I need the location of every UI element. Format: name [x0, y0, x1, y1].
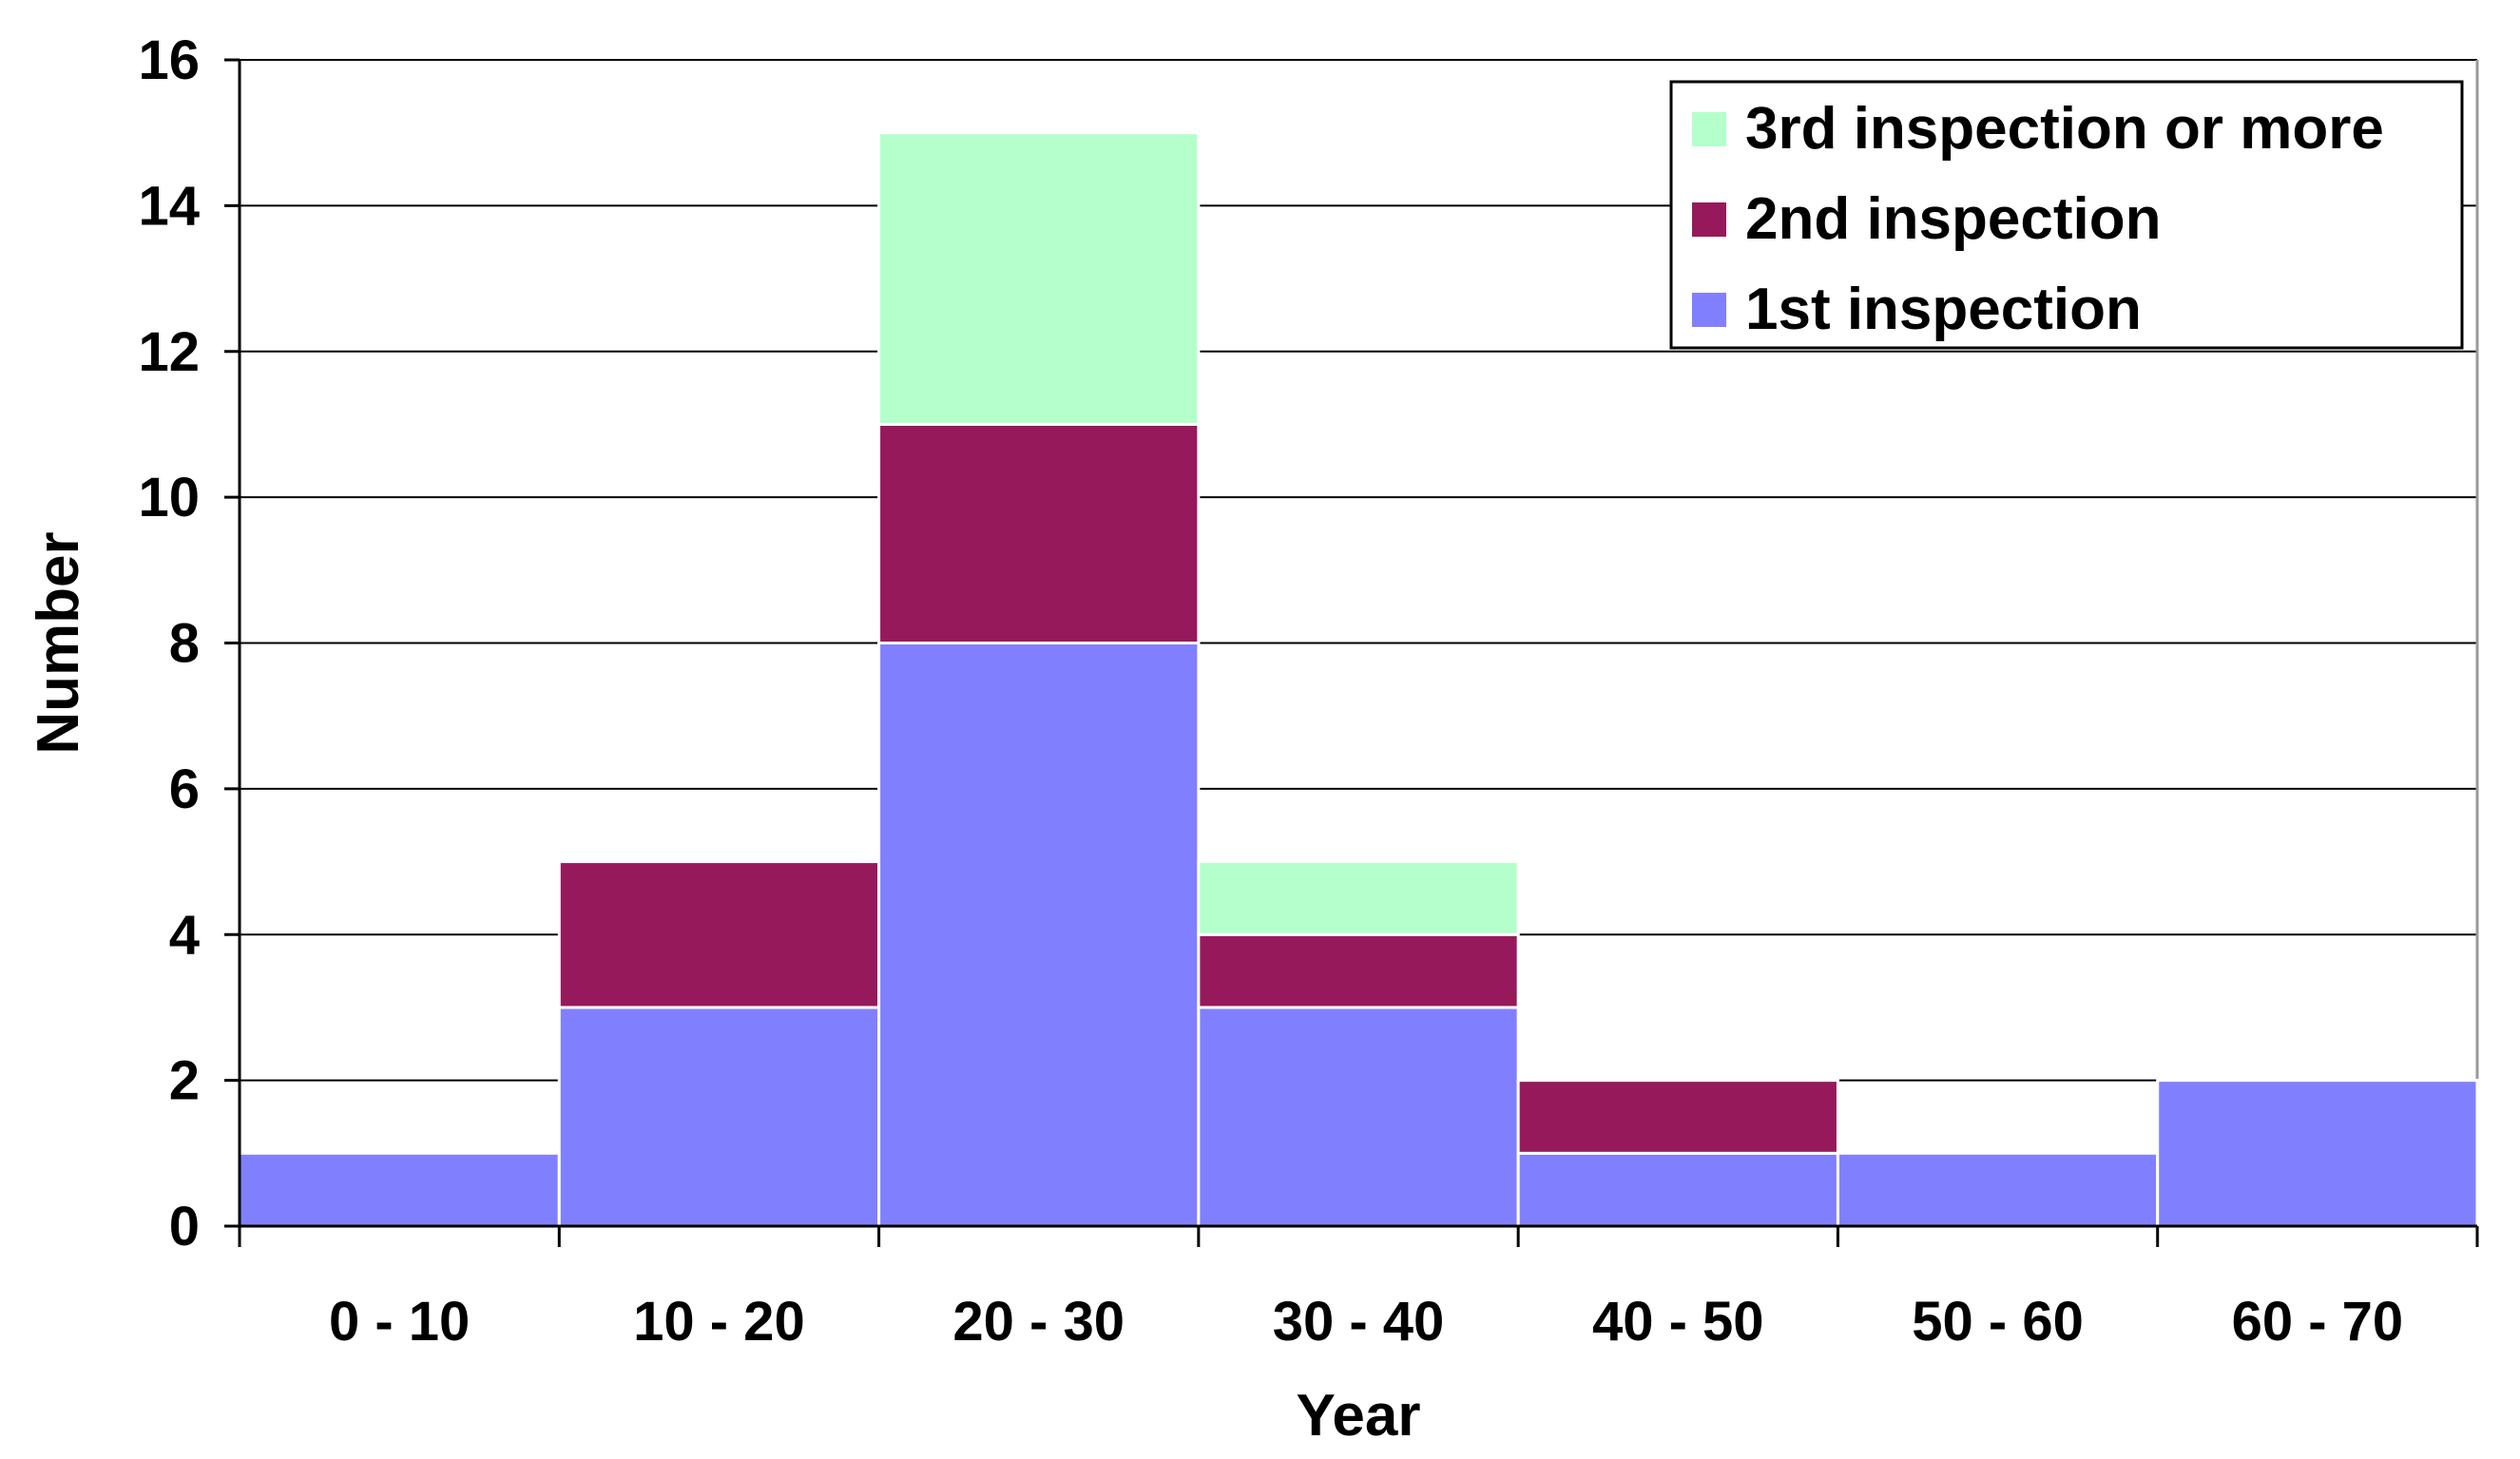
x-tick-label: 20 - 30	[952, 1291, 1125, 1353]
bar-segment	[1197, 1006, 1520, 1228]
legend-swatch	[1692, 293, 1726, 327]
bar-segment	[557, 1006, 881, 1228]
y-tick-label: 0	[169, 1196, 200, 1257]
x-tick-labels: 0 - 10 10 - 20 20 - 30 30 - 40 40 - 50 50 - 6…	[329, 1291, 2403, 1353]
bar-segment	[2156, 1079, 2479, 1228]
bar-segment	[1836, 1151, 2160, 1228]
bar-segment	[1516, 1151, 1839, 1228]
axes	[224, 58, 2479, 1247]
y-tick-label: 10	[138, 467, 200, 528]
bar-segment	[1197, 932, 1520, 1009]
legend-swatch	[1692, 202, 1726, 237]
bars	[238, 131, 2479, 1228]
legend-box	[1669, 80, 2464, 350]
y-tick-label: 16	[138, 29, 200, 91]
y-tick-label: 8	[169, 613, 200, 675]
legend-label: 3rd inspection or more	[1745, 96, 2384, 162]
y-axis-title: Number	[26, 531, 91, 754]
bar-segment	[1197, 860, 1520, 936]
y-tick-label: 6	[169, 758, 200, 820]
bar-segment	[1516, 1079, 1839, 1155]
legend: 3rd inspection or more 2nd inspection 1st …	[1669, 80, 2464, 350]
x-tick-label: 50 - 60	[1912, 1291, 2084, 1353]
bar-segment	[877, 422, 1201, 644]
y-tick-label: 14	[138, 175, 200, 237]
y-tick-label: 2	[169, 1050, 200, 1112]
bar-segment	[238, 1151, 561, 1228]
x-tick-label: 60 - 70	[2232, 1291, 2404, 1353]
legend-swatch	[1692, 112, 1726, 146]
legend-label: 1st inspection	[1745, 277, 2142, 342]
legend-label: 2nd inspection	[1745, 186, 2161, 252]
bar-segment	[877, 131, 1201, 426]
bar-segment	[877, 642, 1201, 1228]
x-tick-label: 10 - 20	[633, 1291, 805, 1353]
x-tick-label: 40 - 50	[1592, 1291, 1764, 1353]
y-tick-label: 4	[169, 904, 200, 966]
x-tick-label: 0 - 10	[329, 1291, 470, 1353]
x-tick-label: 30 - 40	[1273, 1291, 1445, 1353]
y-tick-label: 12	[138, 321, 200, 383]
bar-segment	[557, 860, 881, 1009]
x-axis-title: Year	[1296, 1383, 1420, 1449]
y-tick-labels: 0 2 4 6 8 10 12 14 16	[138, 29, 200, 1257]
